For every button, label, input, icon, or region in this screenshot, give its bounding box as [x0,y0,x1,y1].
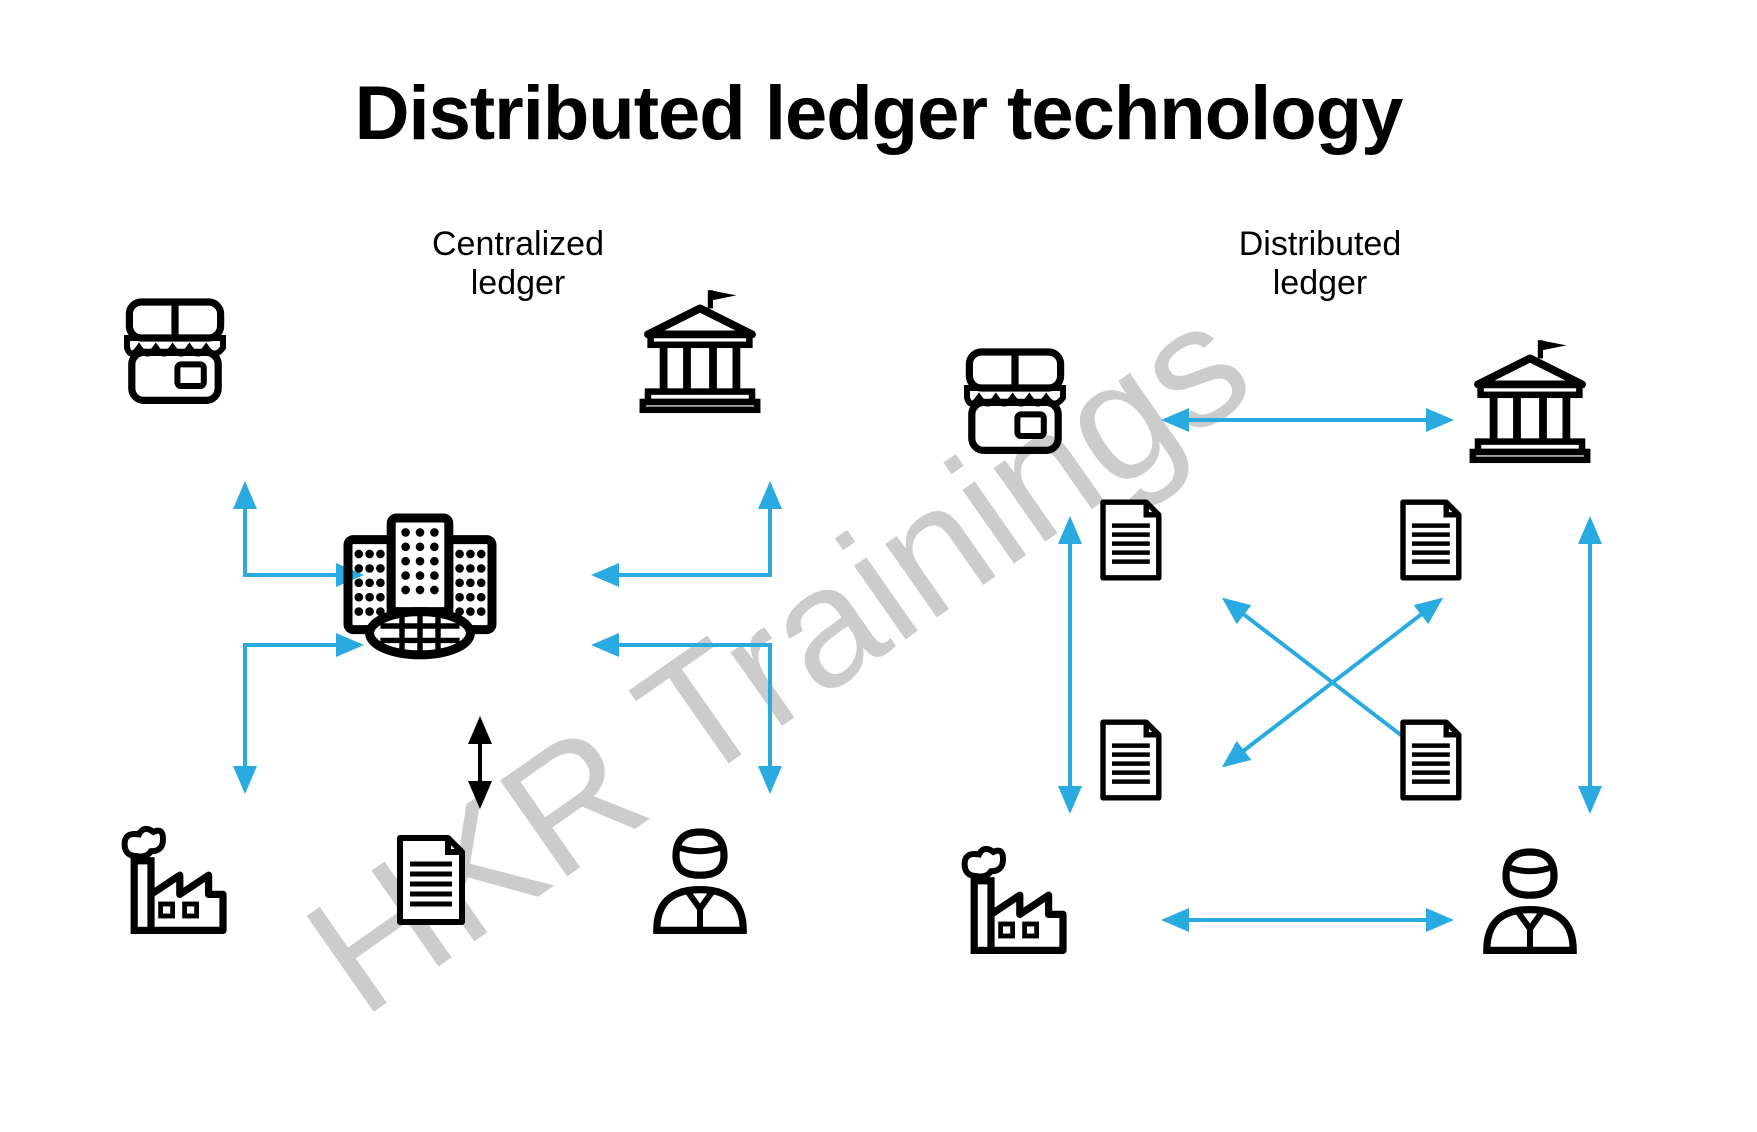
subtitle-distributed: Distributed ledger [1170,225,1470,303]
bank-icon [1465,335,1595,465]
content-layer: Distributed ledger technology Centralize… [0,0,1757,1132]
document-icon [1085,495,1175,585]
subtitle-right-line1: Distributed [1239,225,1402,263]
document-icon [1385,715,1475,805]
person-icon [640,820,760,940]
person-icon [1470,840,1590,960]
bank-icon [635,285,765,415]
store-icon [115,290,235,410]
factory-icon [955,840,1075,960]
subtitle-right-line2: ledger [1273,264,1368,302]
factory-icon [115,820,235,940]
store-icon [955,340,1075,460]
document-icon [1385,495,1475,585]
document-icon [1085,715,1175,805]
subtitle-left-line2: ledger [471,264,566,302]
document-icon [380,830,480,930]
headquarters-icon [330,500,510,680]
subtitle-centralized: Centralized ledger [368,225,668,303]
subtitle-left-line1: Centralized [432,225,604,263]
page-title: Distributed ledger technology [0,70,1757,157]
